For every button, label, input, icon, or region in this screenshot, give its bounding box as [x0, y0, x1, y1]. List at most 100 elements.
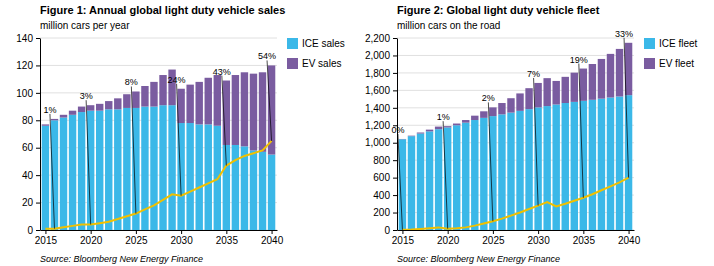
bar [60, 115, 67, 118]
bar [186, 85, 193, 123]
y-tick-label: 60 [22, 142, 34, 153]
bar [426, 131, 433, 230]
bar [195, 82, 202, 125]
bar [462, 123, 469, 230]
x-tick: 2025 [125, 230, 148, 246]
y-tick: 120 [16, 60, 40, 71]
x-tick-mark [583, 230, 584, 234]
x-tick-label: 2025 [125, 235, 148, 246]
x-axis: 201520202025203020352040 [35, 230, 284, 246]
bar [195, 124, 202, 230]
x-tick-mark [629, 230, 630, 234]
y-tick-label: 1,200 [365, 120, 390, 131]
bar [78, 112, 85, 230]
bar [525, 109, 532, 230]
annotation-leader [50, 114, 55, 229]
y-tick-label: 400 [373, 190, 390, 201]
x-tick: 2015 [35, 230, 58, 246]
y-tick-mark [393, 143, 397, 144]
x-tick-label: 2030 [527, 235, 550, 246]
y-tick-mark [36, 65, 40, 66]
bar [241, 146, 248, 230]
annotation: 8% [125, 77, 138, 87]
y-tick-mark [393, 108, 397, 109]
grid-line [40, 65, 277, 66]
annotation: 1% [43, 105, 56, 115]
y-tick-mark [393, 195, 397, 196]
bar [562, 77, 569, 103]
bar [250, 150, 257, 230]
bar [205, 124, 212, 230]
y-axis-title: million cars on the road [397, 20, 500, 31]
bar [159, 105, 166, 230]
annotation: 19% [570, 55, 588, 65]
y-tick-mark [393, 230, 397, 231]
x-tick-mark [91, 230, 92, 234]
y-tick-mark [36, 120, 40, 121]
bar [516, 93, 523, 110]
bar [87, 105, 94, 110]
bar [241, 72, 248, 146]
bar [168, 105, 175, 230]
x-tick-label: 2030 [170, 235, 193, 246]
bar [123, 94, 130, 108]
grid-line [40, 38, 277, 39]
annotations: 0%1%2%7%19%33% [391, 29, 633, 230]
bar [444, 126, 451, 127]
bar [625, 95, 632, 230]
bar [598, 59, 605, 99]
bar [616, 96, 623, 230]
bar [507, 113, 514, 230]
legend-label: ICE sales [302, 38, 345, 49]
bar [114, 109, 121, 230]
bar-series [42, 105, 276, 230]
x-tick: 2035 [216, 230, 239, 246]
y-tick: 100 [16, 88, 40, 99]
bar [51, 119, 58, 120]
y-tick-label: 1,600 [365, 85, 390, 96]
x-tick: 2030 [170, 230, 193, 246]
annotation-leader [443, 121, 448, 229]
x-tick-mark [448, 230, 449, 234]
y-tick: 80 [22, 115, 40, 126]
bar [471, 116, 478, 120]
x-tick: 2040 [618, 230, 641, 246]
bar [462, 120, 469, 123]
bar [552, 81, 559, 105]
bar [589, 100, 596, 230]
bar [123, 108, 130, 230]
annotation: 7% [527, 69, 540, 79]
bar [435, 127, 442, 130]
bar [571, 73, 578, 102]
annotation: 0% [391, 125, 404, 135]
annotation-leader [86, 100, 91, 224]
bar [453, 124, 460, 126]
plot-area: 0204060801001201402015202020252030203520… [16, 33, 283, 246]
chart-title: Figure 1: Annual global light duty vehic… [40, 4, 285, 16]
legend: ICE sales EV sales [287, 38, 345, 69]
y-tick-mark [393, 178, 397, 179]
legend-label: EV fleet [659, 58, 694, 69]
y-tick-label: 200 [373, 207, 390, 218]
bar [543, 106, 550, 230]
bar [607, 54, 614, 98]
bar [114, 98, 121, 109]
x-tick-label: 2035 [573, 235, 596, 246]
y-tick-label: 40 [22, 170, 34, 181]
legend-label: EV sales [302, 58, 341, 69]
bar [444, 127, 451, 230]
x-tick-label: 2015 [392, 235, 415, 246]
bar [607, 98, 614, 230]
x-axis-line [41, 230, 278, 231]
bar [598, 99, 605, 230]
legend-swatch [644, 58, 655, 69]
annotation: 43% [213, 67, 231, 77]
chart-panel: 0204060801001201402015202020252030203520… [16, 4, 344, 264]
plot-area: 02004006008001,0001,2001,4001,6001,8002,… [365, 29, 641, 246]
bar [150, 107, 157, 230]
bar [580, 69, 587, 101]
bar [205, 78, 212, 125]
x-tick-mark [226, 230, 227, 234]
bar [507, 98, 514, 112]
x-tick-label: 2020 [80, 235, 103, 246]
